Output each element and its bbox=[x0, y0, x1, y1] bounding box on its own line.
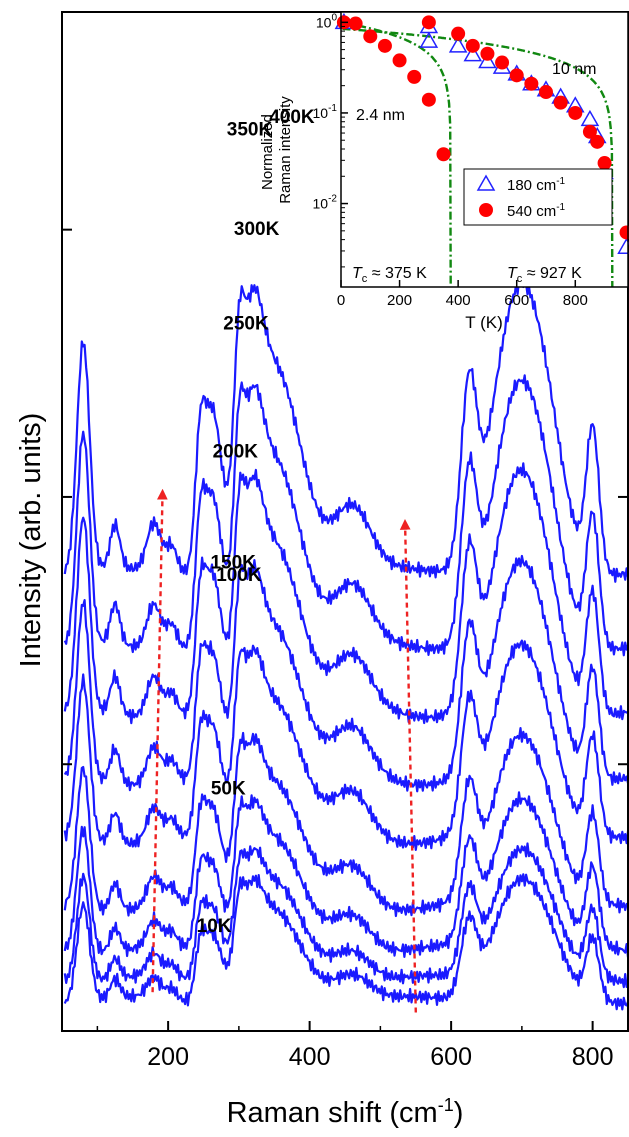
annotation-tc-thick: Tc ≈ 927 K bbox=[507, 265, 582, 285]
legend-label-540: 540 cm-1 bbox=[507, 202, 566, 220]
point-540 bbox=[363, 29, 378, 44]
main-x-axis-label: Raman shift (cm-1) bbox=[227, 1095, 464, 1129]
point-180 bbox=[419, 31, 439, 48]
point-180 bbox=[478, 51, 497, 69]
spectrum-50K bbox=[63, 842, 629, 989]
inset-y-axis-label: Normalized Raman intensity bbox=[259, 96, 294, 204]
inset-y-axis-label-line-2: Raman intensity bbox=[277, 96, 294, 204]
shift-arrow-1 bbox=[151, 488, 168, 993]
x-tick-label-400: 400 bbox=[289, 1043, 331, 1071]
point-540 bbox=[377, 38, 392, 53]
point-180 bbox=[448, 36, 468, 53]
spectrum-100K bbox=[63, 791, 629, 959]
temperature-label-300K: 300K bbox=[234, 219, 280, 240]
spectrum-150K bbox=[63, 726, 629, 918]
spectra-group bbox=[63, 279, 629, 1011]
inset-y-axis-label-line-1: Normalized bbox=[259, 114, 276, 190]
temperature-label-150K: 150K bbox=[210, 552, 256, 573]
point-540 bbox=[582, 124, 597, 139]
point-540 bbox=[451, 26, 466, 41]
spectrum-350K bbox=[63, 374, 629, 657]
inset-x-tick-label-400: 400 bbox=[446, 292, 471, 309]
spectrum-200K bbox=[63, 639, 629, 852]
x-tick-label-600: 600 bbox=[430, 1043, 472, 1071]
point-540 bbox=[480, 46, 495, 61]
temperature-label-200K: 200K bbox=[213, 441, 259, 462]
point-540 bbox=[392, 53, 407, 68]
spectrum-300K bbox=[63, 462, 629, 725]
temperature-label-50K: 50K bbox=[211, 778, 246, 799]
main-y-axis-label: Intensity (arb. units) bbox=[15, 413, 47, 668]
spectrum-250K bbox=[63, 554, 629, 793]
point-540 bbox=[495, 55, 510, 70]
inset-chart: 0 200 400 600 800 10-2 10-1 100 T (K) Normalize… bbox=[259, 11, 629, 332]
point-540 bbox=[421, 92, 436, 107]
inset-y-tick-label: 10-2 bbox=[313, 194, 338, 212]
inset-legend: 180 cm-1 540 cm-1 bbox=[463, 168, 613, 226]
inset-plot-frame bbox=[340, 11, 629, 288]
point-180 bbox=[463, 45, 483, 62]
spectrum-10K bbox=[63, 873, 629, 1011]
inset-x-tick-label-0: 0 bbox=[337, 292, 345, 309]
inset-x-axis-label: T (K) bbox=[465, 313, 502, 332]
point-180 bbox=[617, 237, 629, 254]
legend-circle-icon bbox=[479, 203, 493, 217]
temperature-label-350K: 350K bbox=[227, 119, 273, 140]
fit-10nm bbox=[342, 27, 614, 288]
inset-x-tick-label-600: 600 bbox=[504, 292, 529, 309]
inset-axis-ticks: 0 200 400 600 800 10-2 10-1 100 bbox=[313, 12, 588, 309]
point-540 bbox=[568, 105, 583, 120]
legend-label-180: 180 cm-1 bbox=[507, 176, 566, 194]
inset-y-tick-label: 100 bbox=[316, 12, 338, 30]
temperature-label-100K: 100K bbox=[216, 565, 262, 586]
inset-x-tick-label-200: 200 bbox=[387, 292, 412, 309]
point-540 bbox=[597, 156, 612, 171]
annotation-10nm: 10 nm bbox=[552, 61, 596, 78]
x-tick-label-200: 200 bbox=[147, 1043, 189, 1071]
point-540 bbox=[524, 76, 539, 91]
point-540 bbox=[509, 68, 524, 83]
point-540 bbox=[348, 16, 363, 31]
point-540 bbox=[465, 38, 480, 53]
point-540 bbox=[590, 134, 605, 149]
legend-triangle-icon bbox=[476, 174, 496, 191]
phonon-shift-arrows bbox=[151, 488, 417, 1013]
point-540 bbox=[553, 95, 568, 110]
main-axis-ticks: 200 400 600 800 bbox=[62, 228, 628, 1071]
point-540 bbox=[436, 147, 451, 162]
x-tick-label-800: 800 bbox=[572, 1043, 614, 1071]
temperature-label-400K: 400K bbox=[269, 107, 315, 128]
annotation-tc-thin: Tc ≈ 375 K bbox=[352, 265, 427, 285]
point-540 bbox=[421, 15, 436, 30]
temperature-label-250K: 250K bbox=[223, 314, 269, 335]
point-540 bbox=[407, 69, 422, 84]
annotation-2.4nm: 2.4 nm bbox=[356, 107, 405, 124]
inset-x-tick-label-800: 800 bbox=[563, 292, 588, 309]
shift-arrow-2 bbox=[399, 519, 417, 1013]
inset-y-tick-label: 10-1 bbox=[313, 103, 338, 121]
temperature-label-10K: 10K bbox=[197, 916, 232, 937]
point-540 bbox=[539, 85, 553, 100]
spectrum-400K bbox=[63, 279, 629, 583]
point-540 bbox=[619, 225, 629, 240]
